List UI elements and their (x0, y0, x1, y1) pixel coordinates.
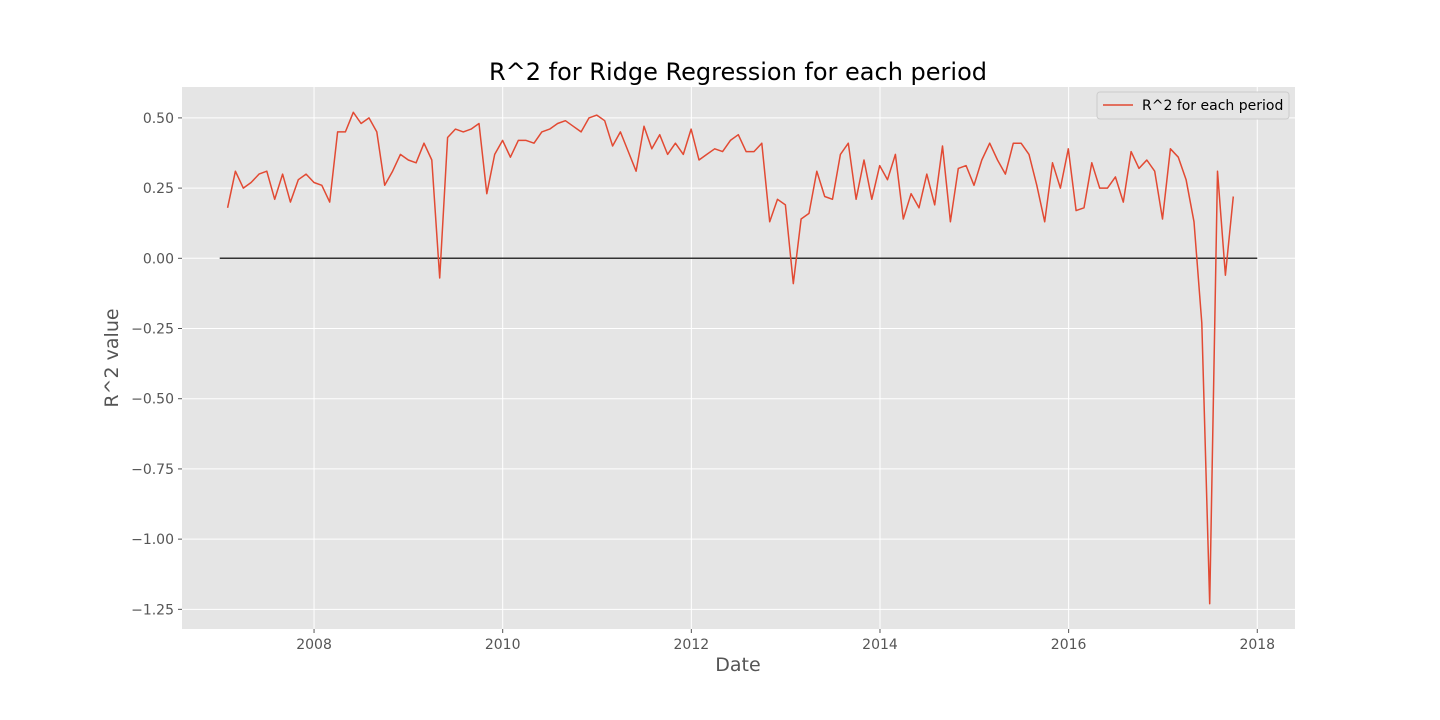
x-axis: 2008 2010 2012 2014 2016 2018 (296, 629, 1275, 653)
y-tick-label: −0.50 (131, 392, 174, 408)
x-tick-label: 2018 (1239, 637, 1275, 653)
legend-box (1096, 91, 1290, 120)
y-tick-label: −1.25 (131, 602, 174, 618)
series-line-r2 (226, 111, 1235, 605)
y-tick-label: −0.25 (131, 322, 174, 338)
legend-label: R^2 for each period (1142, 98, 1283, 114)
y-axis: 0.50 0.25 0.00 −0.25 −0.50 −0.75 −1.00 −1.25 (131, 111, 182, 618)
x-tick-label: 2014 (862, 637, 898, 653)
y-tick-label: 0.50 (143, 111, 174, 127)
y-tick-label: 0.25 (143, 181, 174, 197)
y-tick-label: −1.00 (131, 532, 174, 548)
x-tick-label: 2008 (296, 637, 332, 653)
y-axis-label: R^2 value (101, 308, 123, 407)
x-tick-label: 2012 (674, 637, 710, 653)
x-tick-label: 2016 (1051, 637, 1087, 653)
legend: R^2 for each period (1096, 91, 1290, 120)
y-tick-label: 0.00 (143, 251, 174, 267)
x-axis-label: Date (715, 654, 760, 676)
y-tick-label: −0.75 (131, 462, 174, 478)
chart-title: R^2 for Ridge Regression for each period (489, 58, 987, 86)
series-group (226, 111, 1235, 605)
x-tick-label: 2010 (485, 637, 521, 653)
